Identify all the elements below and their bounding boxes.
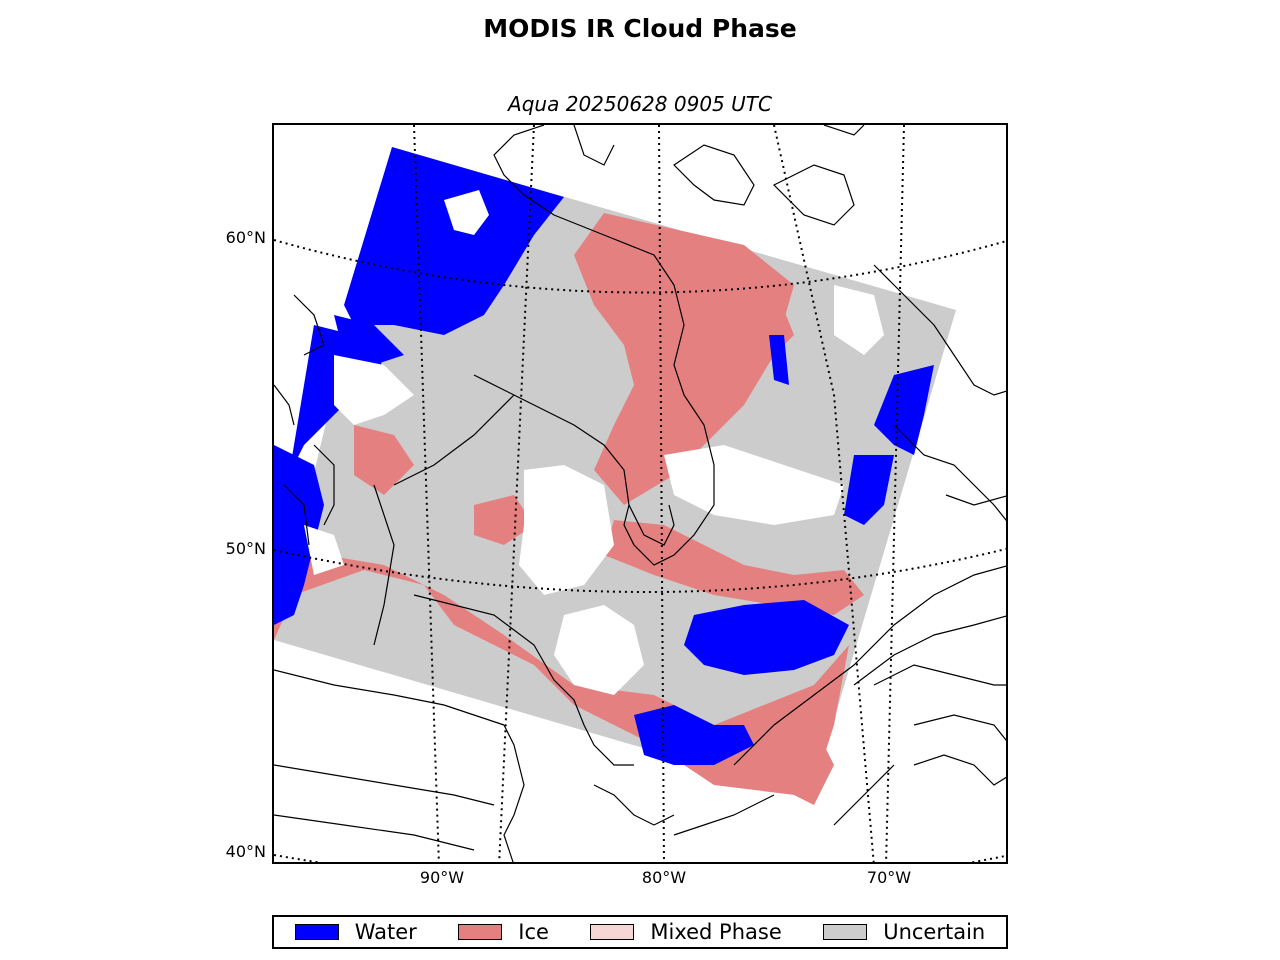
graticule [274, 125, 1006, 862]
legend-label-water: Water [354, 920, 417, 944]
legend-item-uncertain: Uncertain [823, 920, 985, 944]
legend-swatch-mixed-phase [590, 924, 635, 940]
map-canvas [274, 125, 1006, 862]
legend-swatch-water [294, 924, 339, 940]
coastlines [274, 125, 1006, 862]
lat-label-60n: 60°N [225, 228, 266, 247]
legend-item-mixed-phase: Mixed Phase [590, 920, 782, 944]
lon-label-90w: 90°W [419, 868, 465, 887]
legend-swatch-ice [458, 924, 503, 940]
lat-label-40n: 40°N [225, 842, 266, 861]
figure-subtitle: Aqua 20250628 0905 UTC [508, 92, 772, 116]
legend-item-ice: Ice [458, 920, 549, 944]
map-panel [272, 123, 1008, 864]
legend-label-uncertain: Uncertain [883, 920, 986, 944]
lon-label-70w: 70°W [866, 868, 912, 887]
clear-regions [304, 190, 884, 695]
legend-swatch-uncertain [823, 924, 868, 940]
legend-item-water: Water [294, 920, 417, 944]
figure-title: MODIS IR Cloud Phase [483, 14, 797, 43]
legend-label-ice: Ice [518, 920, 549, 944]
lon-label-80w: 80°W [641, 868, 687, 887]
lat-label-50n: 50°N [225, 539, 266, 558]
legend: Water Ice Mixed Phase Uncertain [272, 915, 1008, 949]
legend-label-mixed-phase: Mixed Phase [650, 920, 782, 944]
